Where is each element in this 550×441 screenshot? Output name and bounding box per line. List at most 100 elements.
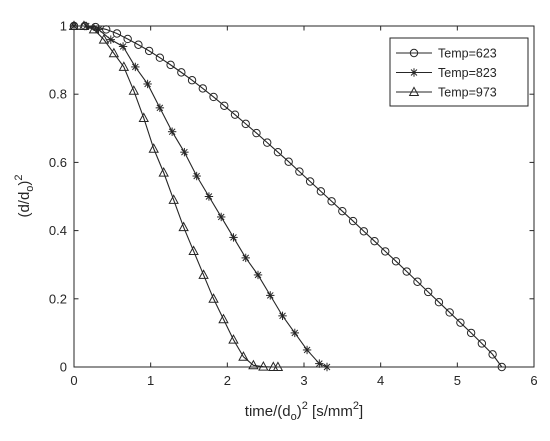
data-point-circle [112, 29, 122, 38]
data-point-circle [359, 227, 368, 236]
data-point-circle [144, 46, 154, 56]
data-point-circle [370, 236, 379, 246]
data-point-circle [241, 119, 250, 129]
data-point-star [217, 212, 226, 222]
data-point-star [266, 291, 275, 300]
x-tick-label: 4 [377, 373, 384, 388]
data-point-circle [284, 157, 293, 166]
data-point-circle [252, 128, 261, 138]
legend-label: Temp=973 [438, 86, 497, 100]
legend-label: Temp=623 [438, 47, 497, 61]
data-point-triangle [248, 359, 259, 370]
data-point-circle [123, 34, 132, 44]
x-axis-label-sup: 2 [302, 400, 308, 412]
data-point-star [118, 42, 128, 51]
x-axis-label-main: time/(d [245, 403, 291, 420]
data-point-star [290, 328, 299, 338]
data-point-circle [263, 138, 272, 147]
data-point-star [131, 62, 140, 72]
data-point-triangle [138, 112, 149, 123]
data-point-star [302, 345, 312, 355]
x-tick-label: 1 [147, 373, 154, 388]
data-point-circle [391, 257, 401, 266]
y-tick-label: 0 [60, 360, 67, 375]
data-point-circle [305, 177, 315, 186]
legend: Temp=623 Temp=823 Temp=973 [389, 37, 529, 107]
x-axis-label-tail: [s/mm [308, 403, 353, 420]
legend-label: Temp=823 [438, 66, 497, 80]
y-axis-label-mid: ) [16, 181, 33, 186]
data-point-circle [381, 247, 390, 256]
data-point-circle [424, 287, 433, 297]
data-point-circle [230, 110, 240, 119]
x-axis-label-mid: ) [297, 403, 302, 420]
legend-item: Temp=623 [396, 47, 497, 61]
data-point-triangle [118, 61, 130, 71]
y-tick-label: 0.2 [49, 291, 67, 306]
data-point-circle [445, 308, 454, 317]
y-tick-label: 0.6 [49, 155, 67, 170]
series-triangle [68, 20, 284, 371]
legend-marker-triangle [408, 86, 420, 96]
x-axis-label-tail-sup: 2 [353, 400, 359, 412]
data-point-triangle [128, 85, 140, 95]
legend-item: Temp=973 [396, 86, 497, 100]
x-tick-label: 0 [70, 373, 77, 388]
series-line [74, 25, 278, 368]
data-point-star [106, 35, 115, 44]
data-point-circle [198, 84, 208, 93]
data-point-circle [456, 318, 465, 327]
data-point-circle [413, 277, 422, 286]
x-tick-label: 3 [300, 373, 307, 388]
data-point-triangle [178, 221, 189, 232]
series-layer [68, 20, 506, 372]
y-axis-label-sup: 2 [13, 174, 25, 180]
data-point-circle [316, 187, 326, 196]
data-point-circle [295, 167, 304, 176]
y-tick-label: 0.8 [49, 87, 67, 102]
data-point-circle [348, 216, 358, 226]
x-tick-label: 2 [224, 373, 231, 388]
data-point-circle [488, 350, 497, 359]
data-point-circle [155, 53, 165, 62]
data-point-star [241, 253, 250, 263]
legend-item: Temp=823 [396, 66, 497, 80]
y-axis: 0 0.2 0.4 0.6 0.8 1 [49, 19, 534, 375]
x-tick-label: 6 [530, 373, 537, 388]
x-axis: 0 1 2 3 4 5 6 [70, 26, 538, 388]
data-point-star [315, 359, 324, 368]
x-tick-label: 5 [454, 373, 461, 388]
data-point-triangle [208, 293, 219, 303]
data-point-triangle [198, 269, 209, 279]
data-point-triangle [158, 166, 169, 177]
data-point-circle [187, 76, 197, 85]
data-point-triangle [78, 20, 90, 30]
x-axis-label-end: ] [359, 403, 363, 420]
data-point-triangle [228, 334, 239, 344]
data-point-star [143, 79, 152, 89]
y-axis-label-main: (d/d [16, 192, 33, 218]
data-point-circle [134, 40, 143, 49]
data-point-circle [220, 101, 229, 110]
y-tick-label: 0.4 [49, 223, 67, 238]
data-point-triangle [88, 23, 100, 34]
data-point-circle [209, 92, 218, 102]
data-point-triangle [148, 143, 159, 153]
data-point-circle [434, 298, 444, 307]
legend-items: Temp=623 Temp=823 Temp=973 [396, 47, 497, 100]
x-axis-label: time/(do)2 [s/mm2] [245, 400, 363, 423]
series-line [74, 25, 328, 368]
y-axis-label-sub: o [24, 186, 36, 192]
y-tick-label: 1 [60, 19, 67, 34]
data-point-circle [327, 197, 336, 206]
data-point-star [229, 233, 238, 242]
data-point-circle [477, 339, 487, 348]
data-point-star [155, 103, 165, 113]
data-point-star [253, 270, 263, 280]
data-point-triangle [238, 351, 249, 361]
data-point-star [278, 311, 287, 321]
data-point-circle [273, 147, 283, 157]
data-point-circle [166, 60, 175, 70]
legend-marker-star [409, 68, 419, 77]
data-point-circle [402, 267, 411, 276]
